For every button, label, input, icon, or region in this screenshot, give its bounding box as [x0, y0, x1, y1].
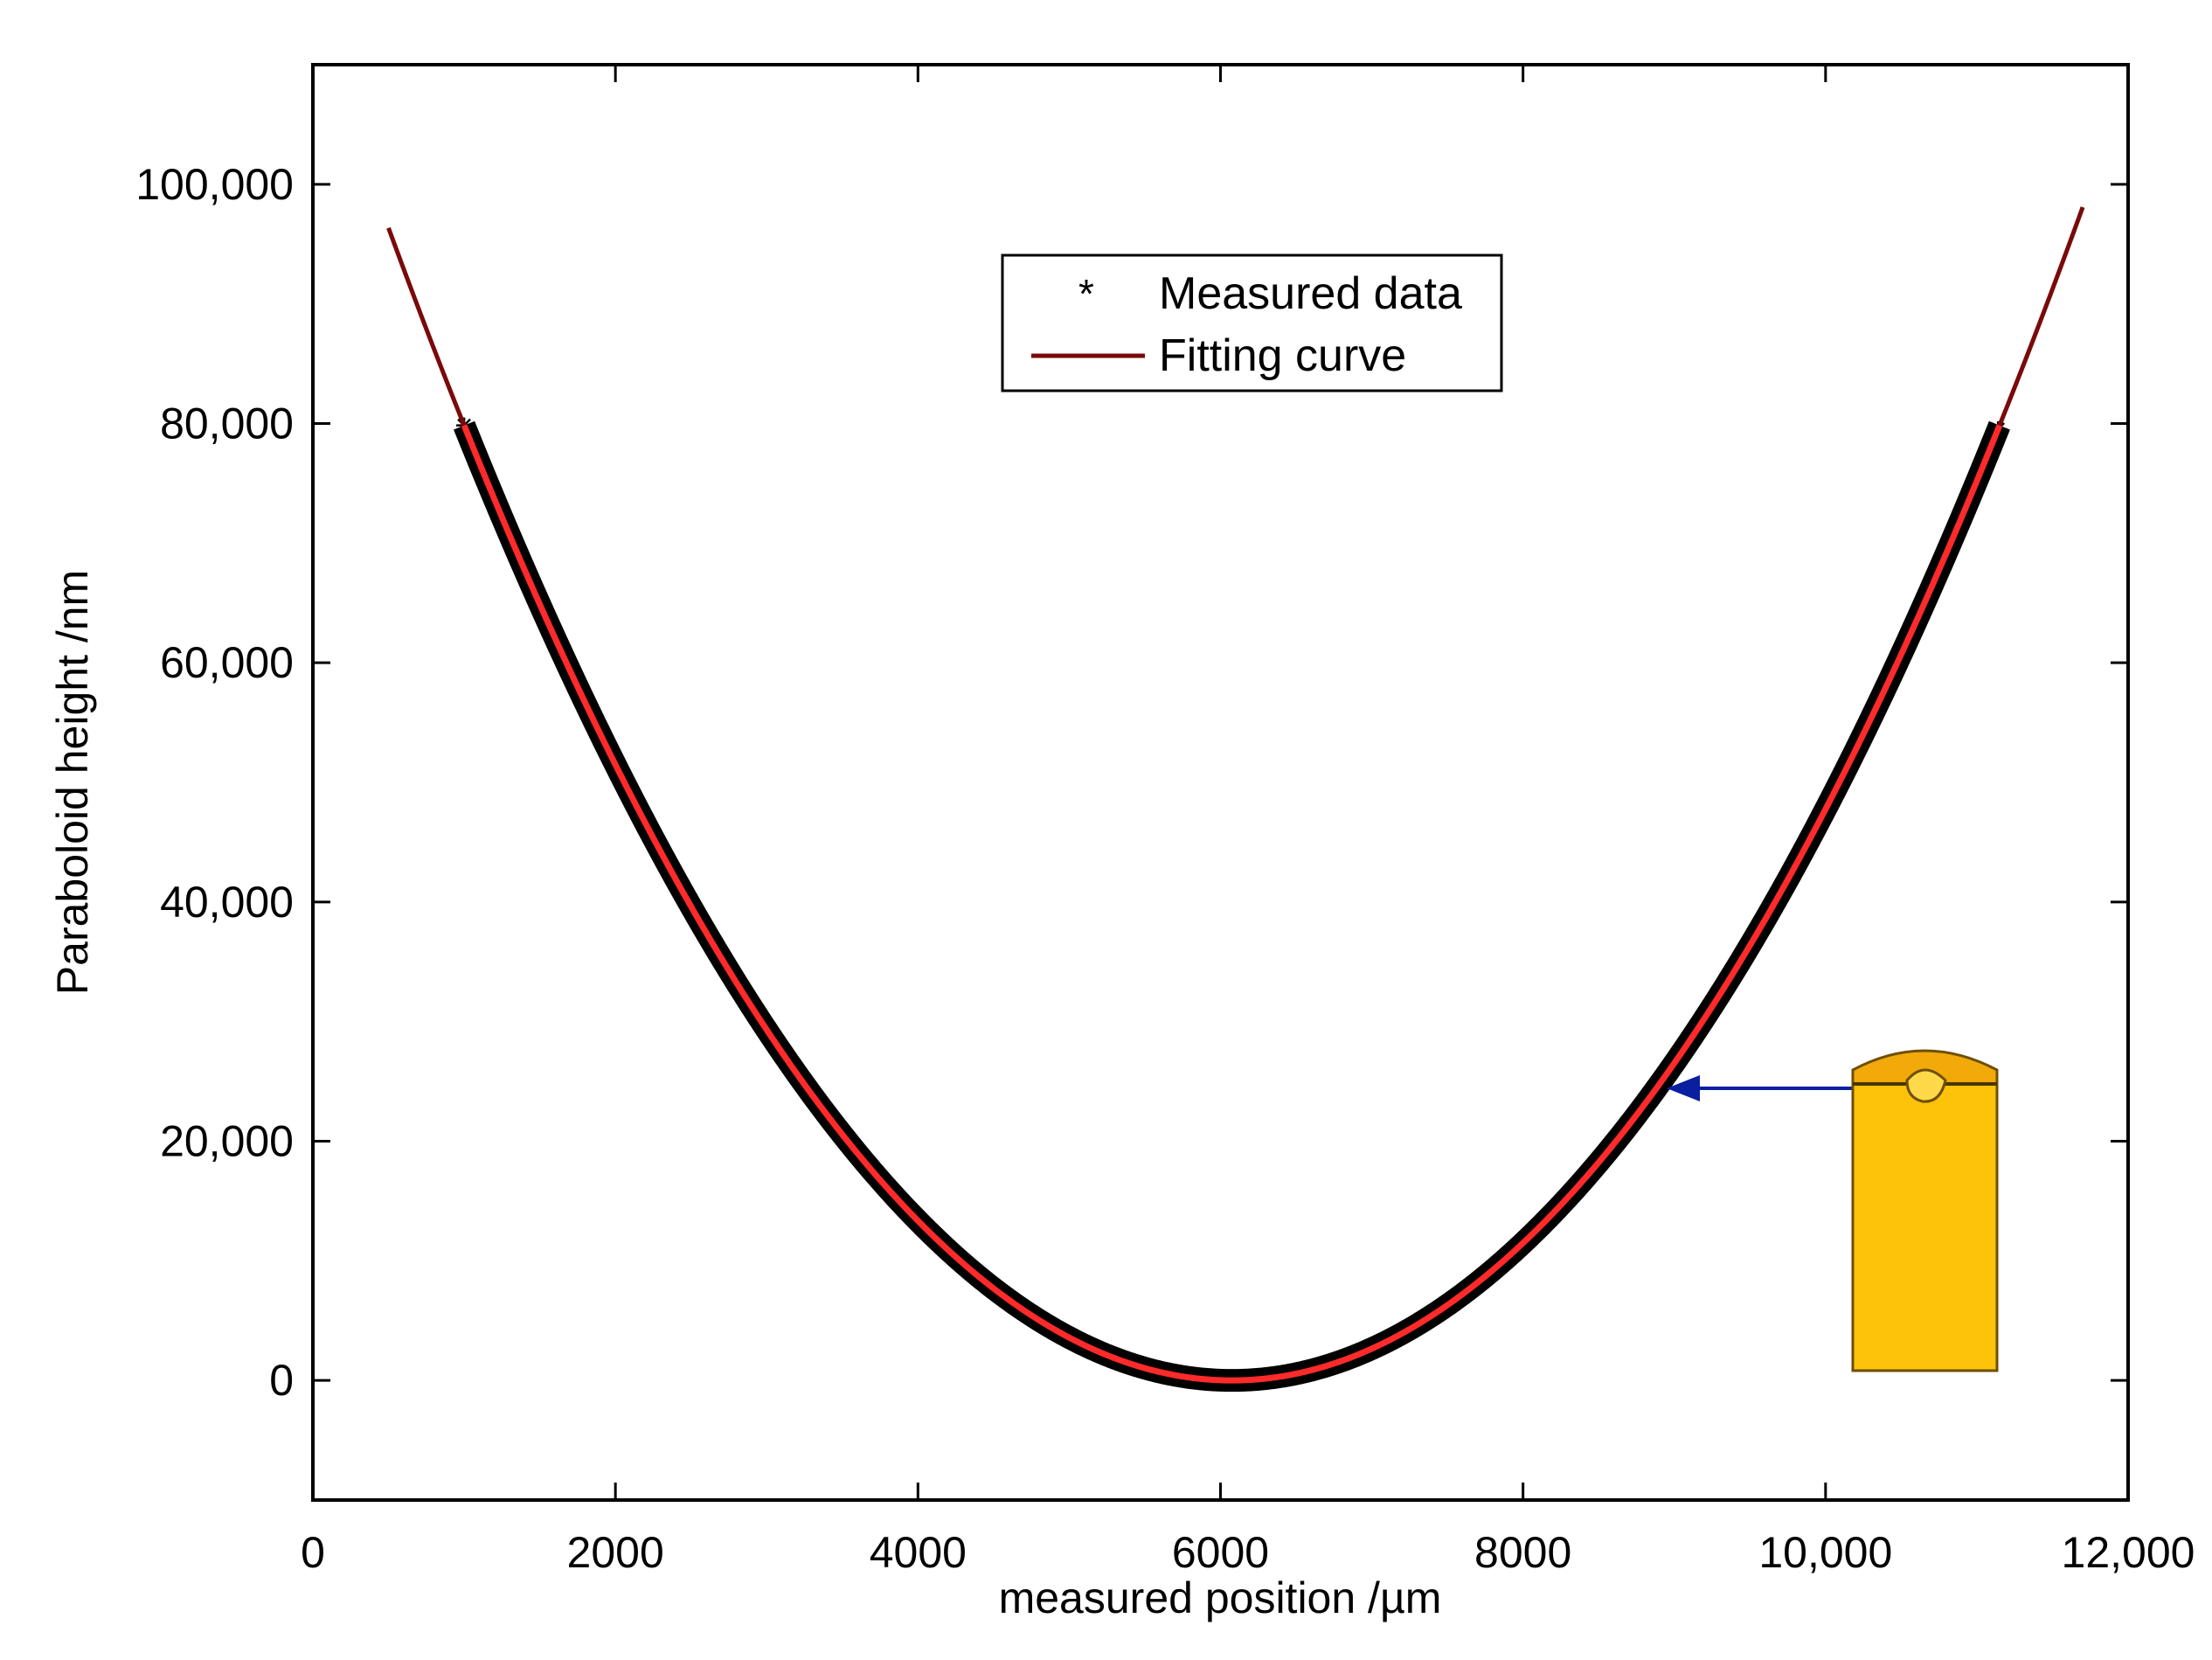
- legend-label-measured: Measured data: [1159, 268, 1462, 319]
- y-tick-label: 80,000: [160, 399, 294, 448]
- y-tick-label: 40,000: [160, 878, 294, 927]
- legend-label-fitting: Fitting curve: [1159, 330, 1406, 381]
- legend-marker-measured: *: [1078, 271, 1094, 316]
- inset-annotation: [1667, 1049, 1999, 1372]
- x-tick-label: 10,000: [1758, 1528, 1892, 1577]
- y-tick-label: 20,000: [160, 1117, 294, 1166]
- y-tick-label: 60,000: [160, 638, 294, 687]
- x-tick-label: 12,000: [2062, 1528, 2195, 1577]
- x-axis-title: measured position /µm: [999, 1573, 1442, 1622]
- y-tick-label: 100,000: [135, 160, 294, 209]
- fitting-curve-highlight: [461, 424, 2003, 1384]
- gold-cylinder-lens: [1905, 1068, 1947, 1103]
- y-axis: 0 20,000 40,000 60,000 80,000 100,000: [135, 160, 2128, 1405]
- y-axis-title: Paraboloid height /nm: [48, 570, 97, 995]
- x-tick-label: 6000: [1172, 1528, 1269, 1577]
- x-axis: 0 2000 4000 6000 8000 10,000 12,000: [301, 65, 2195, 1577]
- x-tick-label: 2000: [567, 1528, 664, 1577]
- gold-cylinder-dome: [1851, 1049, 1999, 1086]
- x-tick-label: 4000: [870, 1528, 967, 1577]
- y-tick-label: 0: [269, 1356, 294, 1405]
- x-tick-label: 8000: [1474, 1528, 1571, 1577]
- annotation-arrow-head: [1667, 1075, 1700, 1101]
- gold-cylinder-body: [1851, 1082, 1999, 1372]
- data-layer: [386, 206, 2085, 1393]
- legend-box: [1001, 254, 1503, 392]
- legend: * Measured data Fitting curve: [1001, 254, 1503, 392]
- x-tick-label: 0: [301, 1528, 325, 1577]
